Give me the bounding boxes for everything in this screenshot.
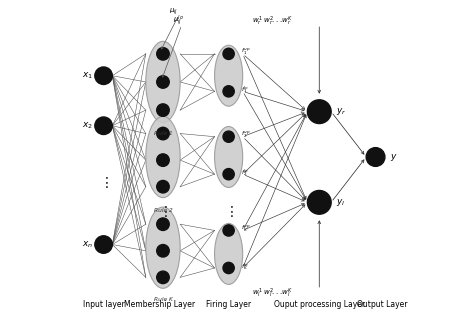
- Circle shape: [366, 148, 385, 166]
- Circle shape: [95, 117, 112, 134]
- Text: $f_{2}^{up}$: $f_{2}^{up}$: [240, 130, 250, 140]
- Circle shape: [307, 100, 331, 123]
- Text: $\vdots$: $\vdots$: [158, 204, 168, 219]
- Ellipse shape: [146, 41, 180, 122]
- Text: $f_{K}^{up}$: $f_{K}^{up}$: [240, 224, 250, 234]
- Circle shape: [157, 271, 169, 284]
- Text: Output Layer: Output Layer: [357, 300, 407, 309]
- Text: $w_r^1\ w_r^2\!...\!w_r^K$: $w_r^1\ w_r^2\!...\!w_r^K$: [252, 14, 293, 28]
- Circle shape: [157, 127, 169, 140]
- Ellipse shape: [215, 224, 243, 284]
- Text: $x_2$: $x_2$: [82, 121, 93, 131]
- Ellipse shape: [215, 127, 243, 187]
- Circle shape: [95, 67, 112, 84]
- Circle shape: [223, 131, 234, 142]
- Text: $\mu_{ij}$: $\mu_{ij}$: [169, 6, 178, 17]
- Text: $x_n$: $x_n$: [82, 239, 93, 250]
- Text: Rule 2: Rule 2: [154, 208, 172, 213]
- Circle shape: [157, 104, 169, 116]
- Text: Rule K: Rule K: [154, 297, 172, 302]
- Text: $f_{2}^{lo}$: $f_{2}^{lo}$: [240, 167, 248, 178]
- Circle shape: [157, 181, 169, 193]
- Text: Firing Layer: Firing Layer: [206, 300, 251, 309]
- Circle shape: [223, 225, 234, 236]
- Text: $y_l$: $y_l$: [336, 197, 345, 208]
- Text: $\vdots$: $\vdots$: [224, 204, 233, 219]
- Circle shape: [157, 48, 169, 60]
- Circle shape: [157, 154, 169, 166]
- Text: $w_l^1\ w_l^2\!...\!w_l^K$: $w_l^1\ w_l^2\!...\!w_l^K$: [252, 286, 293, 300]
- Circle shape: [223, 48, 234, 59]
- Text: $y_r$: $y_r$: [336, 106, 347, 117]
- Ellipse shape: [215, 45, 243, 106]
- Text: $\mu_{ij}^{lo}$: $\mu_{ij}^{lo}$: [173, 14, 184, 28]
- Text: $f_{K}^{lo}$: $f_{K}^{lo}$: [240, 261, 248, 272]
- Text: $f_{1}^{lo}$: $f_{1}^{lo}$: [240, 84, 248, 95]
- Circle shape: [223, 169, 234, 180]
- Text: Ouput processing Layer: Ouput processing Layer: [274, 300, 365, 309]
- Text: Input layer: Input layer: [83, 300, 124, 309]
- Text: $\vdots$: $\vdots$: [99, 175, 109, 190]
- Circle shape: [307, 191, 331, 214]
- Text: Membership Layer: Membership Layer: [124, 300, 196, 309]
- Text: $y$: $y$: [390, 151, 397, 163]
- Circle shape: [95, 236, 112, 253]
- Text: Rule 1: Rule 1: [154, 131, 172, 136]
- Ellipse shape: [146, 207, 180, 288]
- Text: $f_{1}^{up}$: $f_{1}^{up}$: [240, 47, 250, 57]
- Circle shape: [223, 86, 234, 97]
- Text: $x_1$: $x_1$: [82, 70, 93, 81]
- Ellipse shape: [146, 116, 180, 198]
- Circle shape: [157, 245, 169, 257]
- Circle shape: [157, 76, 169, 88]
- Circle shape: [223, 263, 234, 273]
- Circle shape: [157, 218, 169, 230]
